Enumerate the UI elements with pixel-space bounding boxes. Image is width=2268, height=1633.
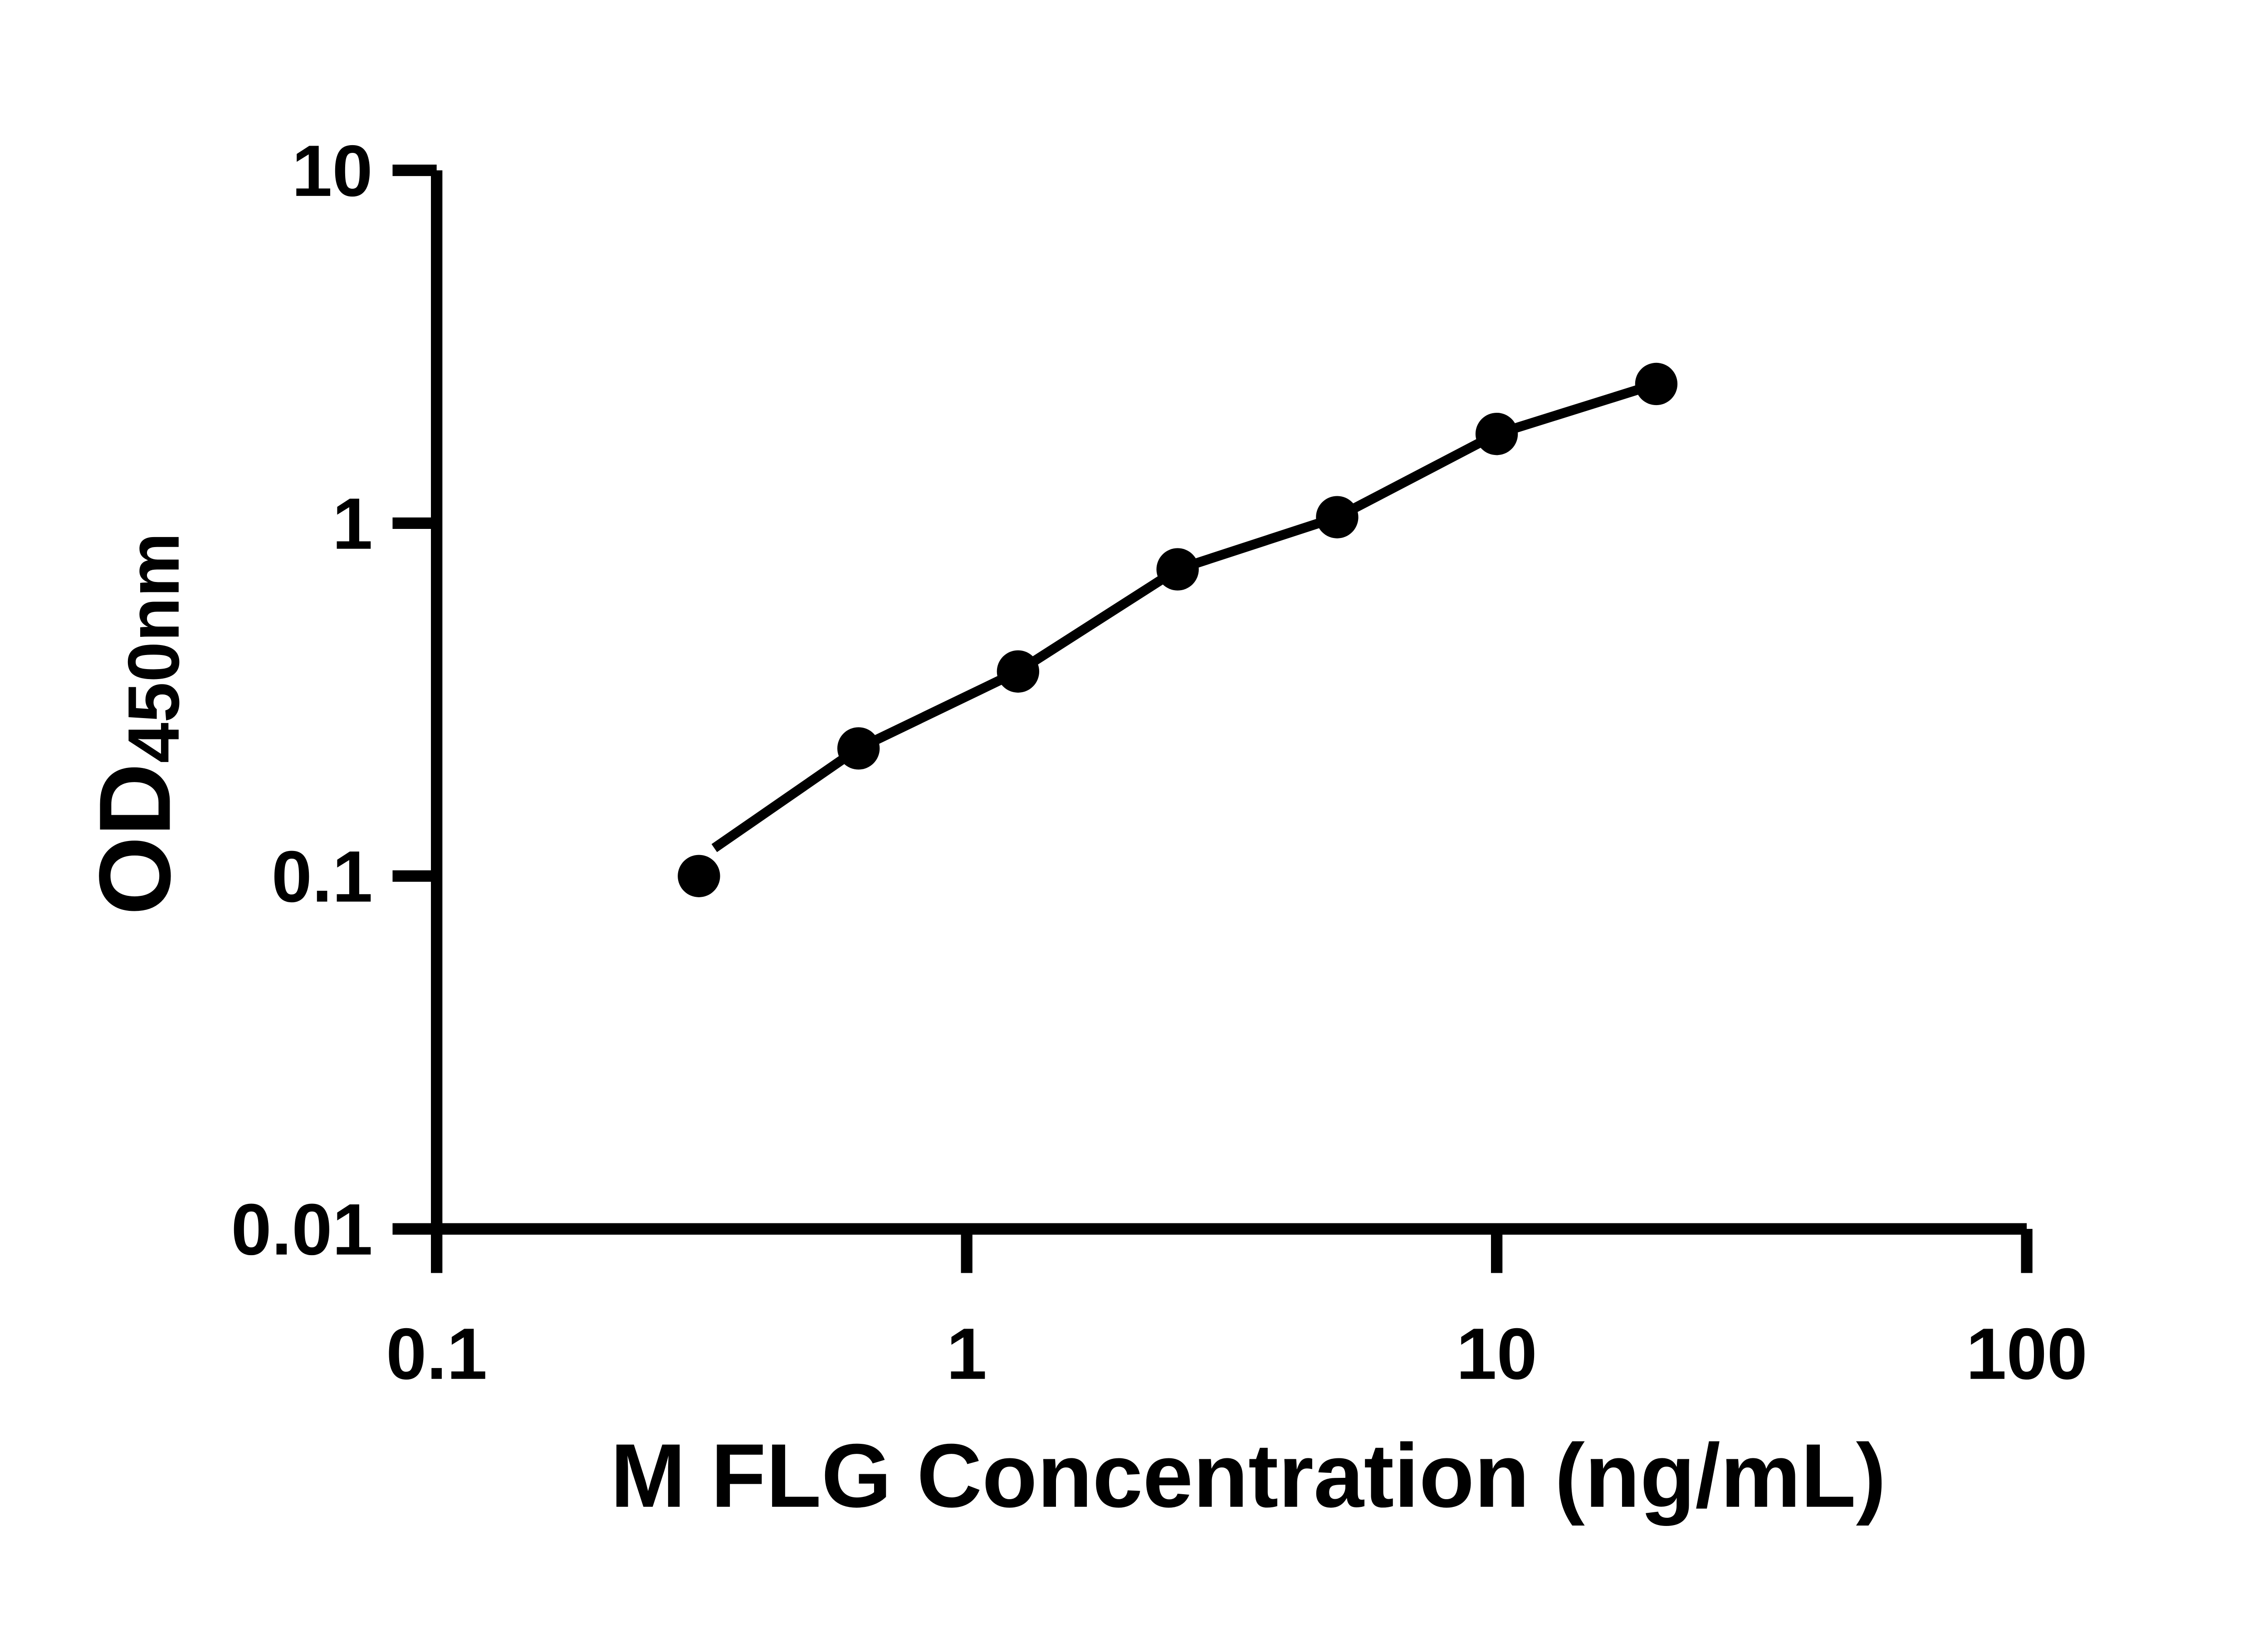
y-ticks	[392, 164, 437, 1235]
data-point-marker	[1156, 548, 1199, 591]
x-tick-label: 100	[1966, 1313, 2087, 1394]
fit-line	[711, 379, 1658, 852]
y-axis-title: OD450nm	[78, 533, 194, 915]
data-point-marker	[678, 855, 720, 897]
x-tick-label: 1	[947, 1313, 987, 1394]
y-tick-label: 0.1	[272, 836, 373, 917]
y-tick-label: 0.01	[231, 1189, 372, 1270]
y-tick-labels: 0.01 0.1 1 10	[231, 130, 372, 1270]
y-axis-title-subscript: 450nm	[113, 533, 194, 763]
data-point-marker	[997, 650, 1040, 693]
x-tick-labels: 0.1 1 10 100	[386, 1313, 2087, 1394]
fit-curve	[711, 379, 1658, 852]
y-axis-title-main: OD	[78, 763, 191, 915]
y-tick-label: 1	[332, 483, 372, 564]
x-tick-label: 10	[1456, 1313, 1537, 1394]
data-point-marker	[1475, 412, 1518, 455]
data-points	[678, 362, 1678, 897]
axes	[431, 170, 2027, 1235]
y-tick-label: 10	[292, 130, 372, 211]
data-point-marker	[1635, 362, 1678, 406]
data-point-marker	[837, 727, 880, 770]
x-axis-title: M FLG Concentration (ng/mL)	[611, 1426, 1886, 1526]
data-point-marker	[1316, 496, 1359, 538]
x-tick-label: 0.1	[386, 1313, 487, 1394]
x-ticks	[431, 1229, 2033, 1273]
